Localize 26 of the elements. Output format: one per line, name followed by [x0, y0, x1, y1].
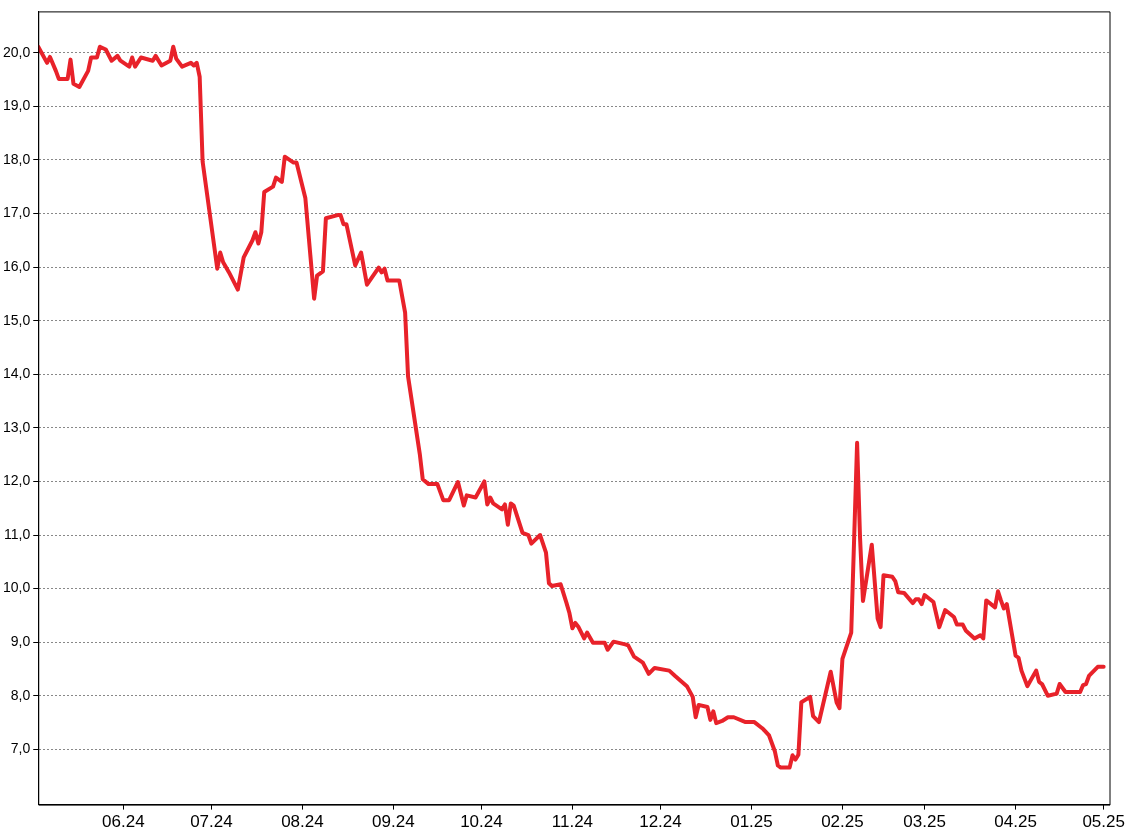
y-tick-label: 16,0 — [3, 257, 31, 274]
x-tick-label: 01.25 — [730, 812, 773, 832]
y-tick-label: 10,0 — [3, 579, 31, 596]
x-tick-label: 07.24 — [190, 812, 233, 832]
x-tick-label: 04.25 — [994, 812, 1037, 832]
y-tick-label: 17,0 — [3, 204, 31, 221]
y-tick-label: 18,0 — [3, 150, 31, 167]
y-tick-label: 8,0 — [10, 686, 31, 703]
x-tick-label: 08.24 — [281, 812, 324, 832]
y-tick-label: 19,0 — [3, 97, 31, 114]
x-tick-label: 12.24 — [639, 812, 682, 832]
x-tick-label: 02.25 — [821, 812, 864, 832]
y-tick-label: 11,0 — [4, 525, 31, 542]
x-tick-label: 10.24 — [460, 812, 503, 832]
y-tick-label: 13,0 — [3, 418, 31, 435]
x-tick-label: 09.24 — [372, 812, 415, 832]
x-tick-label: 05.25 — [1082, 812, 1125, 832]
x-tick-label: 03.25 — [903, 812, 946, 832]
y-tick-label: 7,0 — [10, 740, 31, 757]
x-tick-label: 11.24 — [551, 812, 594, 832]
y-tick-label: 9,0 — [10, 633, 31, 650]
y-tick-label: 15,0 — [3, 311, 31, 328]
y-tick-label: 20,0 — [3, 43, 31, 60]
x-tick-label: 06.24 — [102, 812, 145, 832]
y-tick-label: 12,0 — [3, 472, 31, 489]
y-tick-label: 14,0 — [3, 365, 31, 382]
